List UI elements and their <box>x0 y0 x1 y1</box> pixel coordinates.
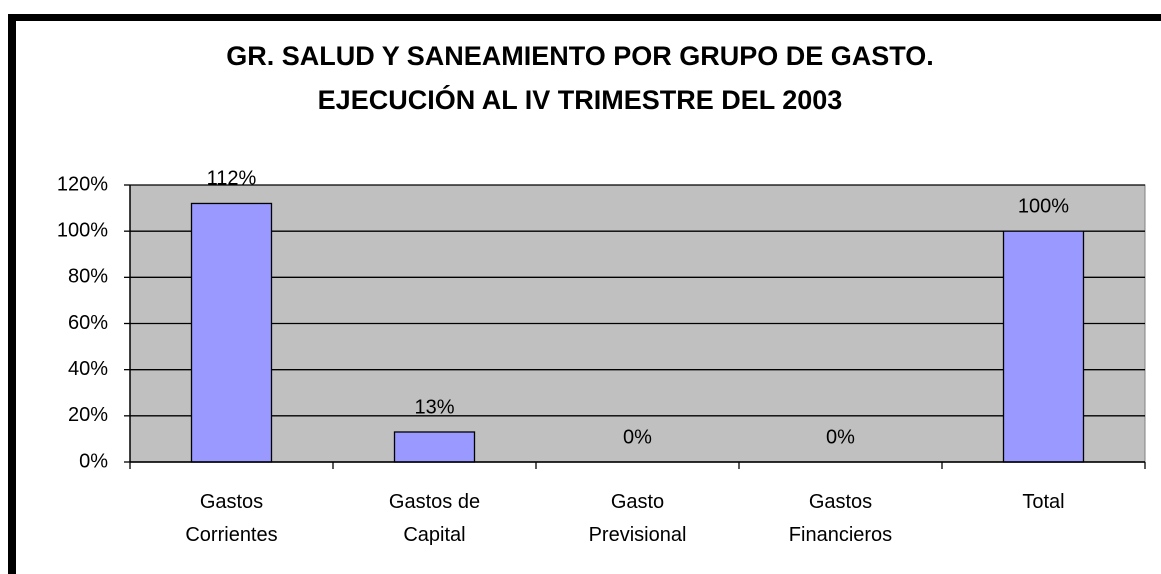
value-label: 100% <box>1018 195 1069 217</box>
bar <box>393 431 476 463</box>
y-tick-label: 100% <box>57 219 108 241</box>
y-tick-label: 60% <box>68 312 108 334</box>
frame-top <box>8 14 1161 21</box>
chart-title: GR. SALUD Y SANEAMIENTO POR GRUPO DE GAS… <box>226 41 934 115</box>
frame-left <box>8 14 16 574</box>
x-tick-label: Gasto Previsional <box>588 491 687 546</box>
x-tick-label: Gastos de Capital <box>388 491 481 546</box>
y-tick-label: 0% <box>79 450 108 472</box>
y-tick-label: 20% <box>68 404 108 426</box>
value-label: 13% <box>414 396 454 418</box>
x-tick-label: Gastos Financieros <box>788 491 893 546</box>
value-label: 112% <box>207 168 257 190</box>
y-tick-label: 40% <box>68 358 108 380</box>
x-tick-label: Gastos Corrientes <box>185 491 278 546</box>
bar <box>190 202 273 463</box>
y-tick-label: 80% <box>68 266 108 288</box>
y-tick-label: 120% <box>57 173 108 195</box>
value-label: 0% <box>623 426 652 448</box>
x-tick-label: Total <box>1022 491 1065 513</box>
value-label: 0% <box>826 426 855 448</box>
bar <box>1002 230 1085 463</box>
